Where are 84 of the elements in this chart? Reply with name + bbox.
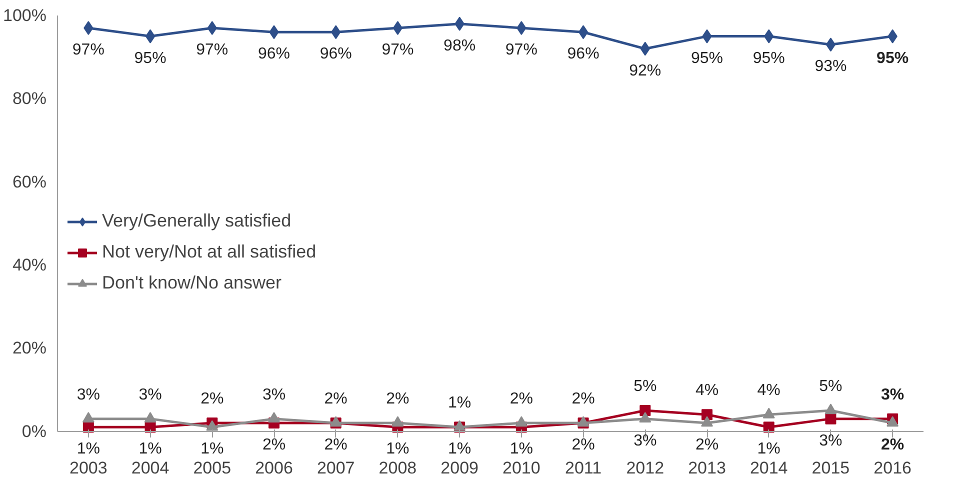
point [826, 38, 836, 52]
legend-label: Not very/Not at all satisfied [102, 242, 316, 262]
data-label: 2% [572, 390, 595, 408]
legend-label: Don't know/No answer [102, 272, 282, 294]
point [515, 416, 528, 427]
point [268, 412, 280, 422]
x-tick-label: 2015 [812, 458, 850, 478]
data-label: 1% [448, 440, 472, 458]
point [825, 413, 836, 424]
data-label: 96% [258, 46, 290, 63]
point [578, 25, 588, 40]
point [392, 20, 403, 35]
data-label: 2% [200, 390, 224, 408]
y-tick-label: 40% [12, 255, 47, 274]
x-tick-label: 2005 [193, 458, 232, 478]
data-label: 97% [505, 41, 538, 58]
x-tick-label: 2010 [502, 458, 540, 478]
data-label: 2% [881, 436, 904, 454]
data-label: 5% [634, 378, 657, 395]
y-tick-label: 20% [12, 338, 47, 358]
data-label: 96% [320, 46, 352, 63]
point [886, 416, 899, 427]
data-label: 1% [386, 440, 410, 458]
x-tick-label: 2016 [874, 458, 912, 478]
data-label: 2% [510, 390, 533, 408]
y-tick-label: 60% [12, 172, 47, 192]
data-label: 3% [138, 386, 162, 404]
data-label: 1% [76, 440, 100, 458]
data-label: 2% [572, 436, 595, 454]
x-tick-label: 2012 [626, 458, 664, 478]
data-label: 5% [819, 378, 842, 395]
data-label: 95% [690, 50, 724, 67]
data-label: 3% [881, 386, 904, 404]
data-label: 2% [324, 436, 348, 454]
x-tick-label: 2013 [688, 458, 726, 478]
x-tick-label: 2003 [70, 458, 108, 478]
point [206, 420, 218, 431]
data-label: 2% [324, 390, 348, 408]
data-label: 95% [134, 50, 166, 67]
point [824, 404, 837, 414]
point [144, 412, 156, 422]
point [640, 405, 651, 416]
data-label: 1% [510, 440, 533, 458]
point [763, 422, 774, 433]
y-tick-label: 80% [12, 89, 47, 108]
point [145, 29, 156, 44]
data-label: 98% [444, 37, 476, 54]
data-label: 92% [629, 62, 662, 80]
data-label: 1% [448, 394, 472, 412]
data-label: 1% [757, 440, 780, 458]
x-tick-label: 2006 [255, 458, 293, 478]
x-tick-label: 2014 [750, 458, 788, 478]
data-label: 2% [386, 390, 410, 408]
point [701, 416, 713, 427]
data-label: 1% [138, 440, 162, 458]
data-label: 2% [262, 436, 286, 454]
x-tick-label: 2011 [565, 458, 602, 478]
data-label: 95% [876, 50, 909, 67]
data-label: 3% [819, 432, 842, 450]
data-label: 95% [752, 50, 785, 67]
x-tick-label: 2009 [440, 458, 478, 478]
x-tick-label: 2004 [131, 458, 170, 478]
data-label: 1% [200, 440, 224, 458]
data-label: 97% [196, 41, 228, 58]
data-label: 3% [262, 386, 286, 404]
data-label: 97% [72, 41, 104, 58]
data-label: 4% [757, 382, 780, 400]
y-tick-label: 100% [3, 6, 47, 25]
data-label: 4% [695, 382, 719, 400]
data-label: 2% [695, 436, 719, 454]
data-label: 3% [634, 432, 657, 450]
point [762, 408, 775, 418]
point [82, 412, 94, 422]
x-tick-label: 2007 [316, 458, 355, 478]
x-tick-label: 2008 [378, 458, 417, 478]
legend-label: Very/Generally satisfied [102, 210, 292, 232]
data-label: 97% [382, 41, 414, 58]
data-label: 96% [567, 46, 600, 63]
point [392, 416, 404, 427]
point [702, 409, 712, 420]
data-label: 93% [814, 58, 847, 76]
y-tick-label: 0% [22, 422, 47, 441]
data-label: 3% [76, 386, 100, 404]
point [639, 412, 652, 422]
